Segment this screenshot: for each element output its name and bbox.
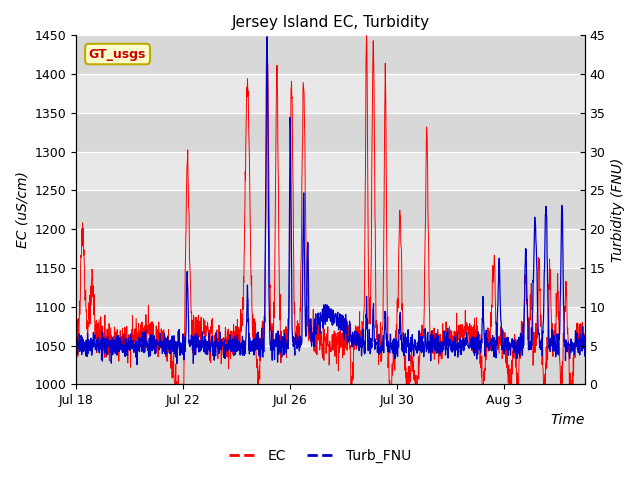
Text: GT_usgs: GT_usgs — [89, 48, 147, 60]
Bar — [76, 36, 585, 74]
Title: Jersey Island EC, Turbidity: Jersey Island EC, Turbidity — [232, 15, 429, 30]
Y-axis label: EC (uS/cm): EC (uS/cm) — [15, 171, 29, 248]
Bar — [76, 268, 585, 307]
Bar — [76, 191, 585, 229]
Y-axis label: Turbidity (FNU): Turbidity (FNU) — [611, 158, 625, 262]
X-axis label: Time: Time — [550, 413, 585, 427]
Bar — [76, 113, 585, 152]
Legend: EC, Turb_FNU: EC, Turb_FNU — [223, 443, 417, 468]
Bar — [76, 346, 585, 384]
